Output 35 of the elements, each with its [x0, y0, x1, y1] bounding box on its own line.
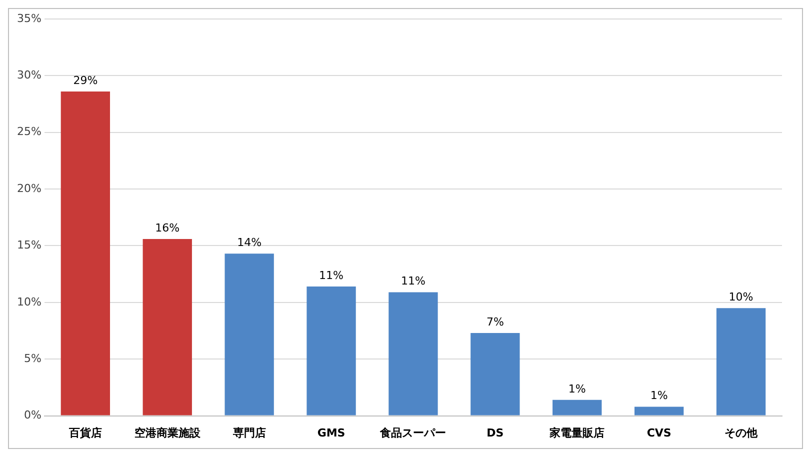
y-tick-label: 20%: [16, 182, 42, 195]
x-tick-label: DS: [486, 426, 504, 440]
bar: [60, 92, 110, 416]
data-label: 16%: [155, 221, 180, 234]
data-label: 1%: [650, 389, 668, 402]
x-tick-label: 食品スーパー: [379, 426, 446, 440]
y-tick-label: 15%: [16, 238, 42, 252]
y-tick-label: 30%: [16, 68, 42, 82]
bar: [470, 333, 520, 416]
x-tick-label: 空港商業施設: [134, 426, 202, 440]
y-tick-label: 35%: [16, 12, 42, 25]
x-tick-label: 家電量販店: [548, 426, 605, 440]
y-tick-label: 10%: [16, 295, 42, 308]
y-tick-label: 25%: [16, 125, 42, 138]
data-label: 29%: [73, 74, 98, 87]
x-tick-label: 百貨店: [68, 426, 102, 440]
data-label: 7%: [486, 315, 504, 328]
data-label: 11%: [319, 268, 344, 282]
bar: [552, 400, 602, 416]
bar: [388, 292, 438, 416]
x-tick-label: CVS: [646, 426, 672, 440]
x-tick-label: 専門店: [232, 426, 266, 440]
bar: [224, 254, 274, 416]
data-label: 11%: [401, 274, 426, 288]
x-tick-label: その他: [724, 426, 759, 440]
bar: [716, 308, 766, 416]
bar: [634, 406, 684, 416]
bar: [306, 286, 356, 416]
y-tick-label: 5%: [24, 352, 42, 365]
data-label: 1%: [568, 382, 586, 396]
data-label: 14%: [237, 236, 262, 250]
y-tick-label: 0%: [24, 408, 42, 422]
bar: [142, 238, 192, 416]
data-label: 10%: [728, 290, 754, 304]
x-tick-label: GMS: [317, 426, 346, 440]
